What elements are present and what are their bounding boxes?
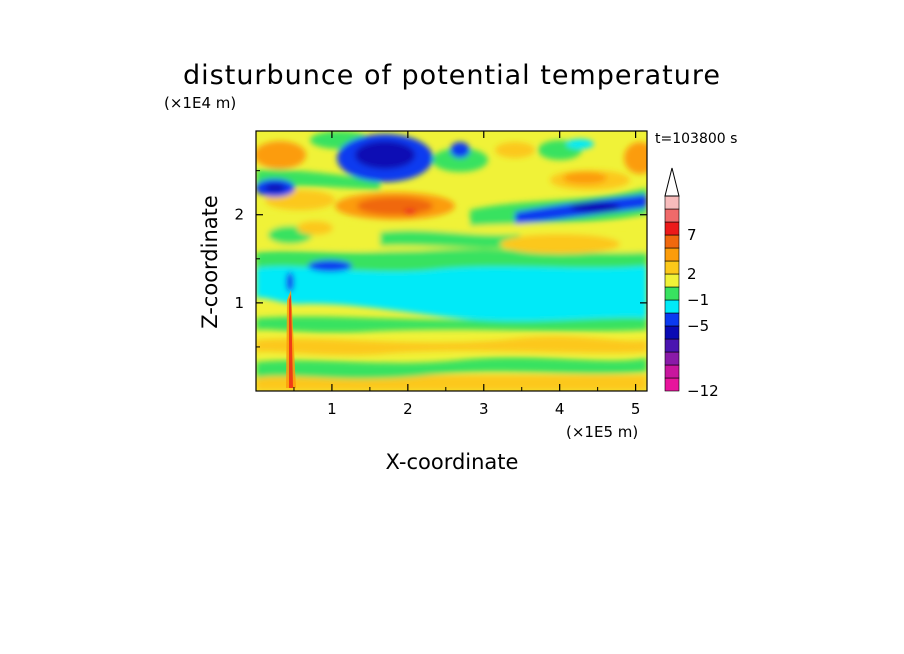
colorbar-swatch: [664, 234, 680, 249]
y-axis: 12: [234, 170, 647, 348]
colorbar-swatch: [664, 247, 680, 262]
x-unit-label: (×1E5 m): [566, 423, 638, 441]
colorbar-swatch: [664, 299, 680, 314]
colorbar-swatch: [664, 312, 680, 327]
x-tick-label: 4: [555, 400, 565, 418]
y-tick-label: 1: [234, 294, 244, 312]
colorbar-swatch: [664, 351, 680, 366]
colorbar-swatch: [664, 221, 680, 236]
colorbar-tick-label: −1: [687, 291, 709, 309]
colorbar-tick-label: −5: [687, 317, 709, 335]
x-tick-label: 5: [631, 400, 641, 418]
y-axis-label: Z-coordinate: [198, 195, 222, 329]
x-tick-label: 2: [403, 400, 413, 418]
colorbar-tick-label: 2: [687, 265, 697, 283]
colorbar-tick-label: 7: [687, 226, 697, 244]
colorbar-swatch: [664, 325, 680, 340]
colorbar: −12−5−127: [664, 167, 719, 400]
time-label: t=103800 s: [655, 131, 737, 147]
contour-field: [256, 131, 647, 391]
colorbar-overflow-triangle: [664, 167, 680, 197]
x-tick-label: 3: [479, 400, 489, 418]
y-unit-label: (×1E4 m): [164, 94, 236, 112]
chart-title: disturbunce of potential temperature: [183, 60, 721, 91]
colorbar-swatch: [664, 195, 680, 210]
x-axis-label: X-coordinate: [386, 450, 519, 474]
colorbar-swatch: [664, 260, 680, 275]
colorbar-swatch: [664, 208, 680, 223]
colorbar-swatch: [664, 286, 680, 301]
colorbar-swatch: [664, 364, 680, 379]
colorbar-swatch: [664, 377, 680, 392]
x-axis: 1 2 3 4 5: [293, 131, 641, 418]
colorbar-swatch: [664, 273, 680, 288]
x-tick-label: 1: [327, 400, 337, 418]
y-tick-label: 2: [234, 206, 244, 224]
colorbar-swatch: [664, 338, 680, 353]
colorbar-tick-label: −12: [687, 382, 719, 400]
